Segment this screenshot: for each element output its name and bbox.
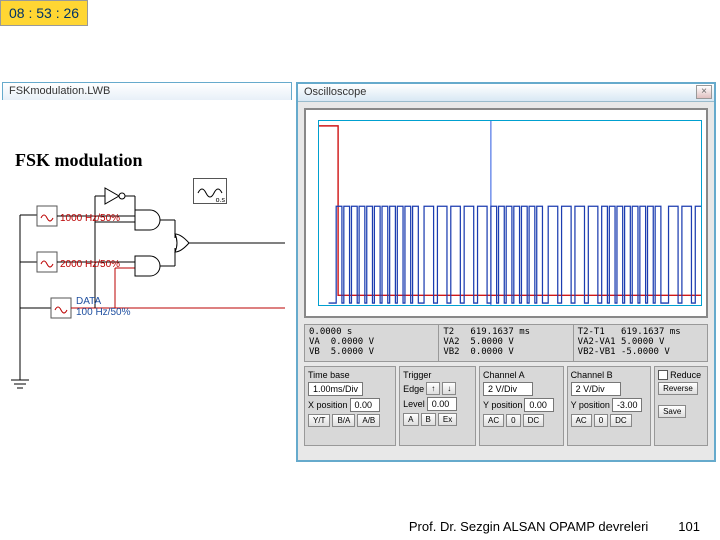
edge-rise-button[interactable]: ↑	[426, 382, 440, 395]
cha-0-button[interactable]: 0	[506, 414, 520, 427]
xpos-input[interactable]: 0.00	[350, 398, 380, 412]
side-panel: Reduce Reverse Save	[654, 366, 708, 446]
cha-dc-button[interactable]: DC	[523, 414, 545, 427]
yt-button[interactable]: Y/T	[308, 414, 330, 427]
footer-author: Prof. Dr. Sezgin ALSAN OPAMP devreleri	[409, 519, 648, 534]
trig-b-button[interactable]: B	[421, 413, 436, 426]
source3-label: DATA 100 Hz/50%	[76, 296, 130, 318]
timer-badge: 08 : 53 : 26	[0, 0, 88, 26]
readout-col3: T2-T1 619.1637 ms VA2-VA1 5.0000 V VB2-V…	[574, 325, 707, 361]
reduce-label: Reduce	[670, 370, 701, 380]
slide-footer: Prof. Dr. Sezgin ALSAN OPAMP devreleri 1…	[0, 519, 720, 534]
oscilloscope-readout: 0.0000 s VA 0.0000 V VB 5.0000 V T2 619.…	[304, 324, 708, 362]
level-input[interactable]: 0.00	[427, 397, 457, 411]
channel-b-panel: Channel B 2 V/Div Y position -3.00 AC 0 …	[567, 366, 652, 446]
reverse-button[interactable]: Reverse	[658, 382, 698, 395]
close-icon[interactable]: ×	[696, 85, 712, 99]
reduce-checkbox[interactable]	[658, 370, 668, 380]
schematic-diagram	[5, 170, 285, 400]
timebase-panel: Time base 1.00ms/Div X position 0.00 Y/T…	[304, 366, 396, 446]
oscilloscope-window: Oscilloscope × 0.0000 s VA 0.0000 V VB 5…	[296, 82, 716, 462]
chb-ypos-label: Y position	[571, 400, 610, 410]
schematic-titlebar: FSKmodulation.LWB	[2, 82, 292, 100]
oscilloscope-screen	[304, 108, 708, 318]
footer-page: 101	[678, 519, 700, 534]
trig-ex-button[interactable]: Ex	[438, 413, 457, 426]
oscilloscope-title-text: Oscilloscope	[304, 86, 366, 98]
schematic-heading: FSK modulation	[15, 150, 143, 171]
timebase-scale[interactable]: 1.00ms/Div	[308, 382, 363, 396]
readout-col1: 0.0000 s VA 0.0000 V VB 5.0000 V	[305, 325, 439, 361]
chb-header: Channel B	[571, 370, 648, 380]
edge-fall-button[interactable]: ↓	[442, 382, 456, 395]
readout-col2: T2 619.1637 ms VA2 5.0000 V VB2 0.0000 V	[439, 325, 573, 361]
cha-ac-button[interactable]: AC	[483, 414, 504, 427]
cha-ypos-label: Y position	[483, 400, 522, 410]
source1-label: 1000 Hz/50%	[60, 213, 120, 224]
edge-label: Edge	[403, 384, 424, 394]
chb-dc-button[interactable]: DC	[610, 414, 632, 427]
ba-button[interactable]: B/A	[332, 414, 355, 427]
cha-scale[interactable]: 2 V/Div	[483, 382, 533, 396]
trigger-header: Trigger	[403, 370, 472, 380]
cha-header: Channel A	[483, 370, 560, 380]
channel-a-panel: Channel A 2 V/Div Y position 0.00 AC 0 D…	[479, 366, 564, 446]
timebase-header: Time base	[308, 370, 392, 380]
trig-a-button[interactable]: A	[403, 413, 418, 426]
chb-ac-button[interactable]: AC	[571, 414, 592, 427]
oscilloscope-controls: Time base 1.00ms/Div X position 0.00 Y/T…	[304, 366, 708, 446]
chb-scale[interactable]: 2 V/Div	[571, 382, 621, 396]
chb-ypos-input[interactable]: -3.00	[612, 398, 643, 412]
ab-button[interactable]: A/B	[357, 414, 380, 427]
oscilloscope-titlebar: Oscilloscope ×	[298, 84, 714, 102]
source2-label: 2000 Hz/50%	[60, 259, 120, 270]
save-button[interactable]: Save	[658, 405, 686, 418]
trigger-panel: Trigger Edge ↑↓ Level 0.00 A B Ex	[399, 366, 476, 446]
level-label: Level	[403, 399, 425, 409]
xpos-label: X position	[308, 400, 348, 410]
chb-0-button[interactable]: 0	[594, 414, 608, 427]
cha-ypos-input[interactable]: 0.00	[524, 398, 554, 412]
